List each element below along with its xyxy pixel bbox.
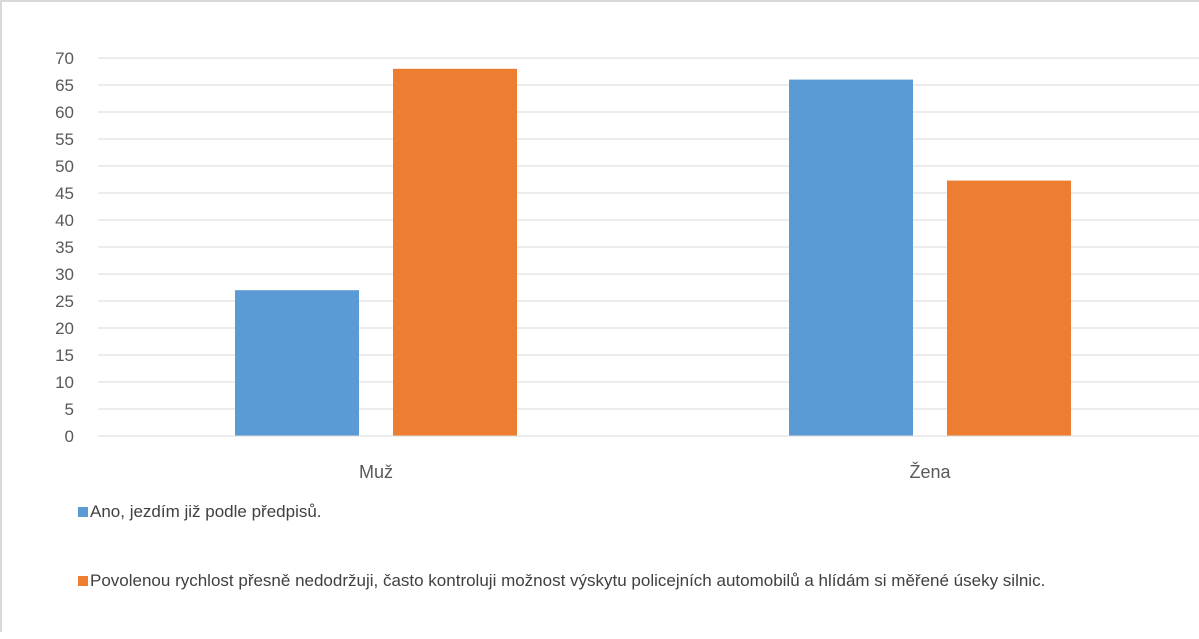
bars: [235, 68, 1071, 437]
legend-label-series-2: Povolenou rychlost přesně nedodržuji, ča…: [90, 571, 1046, 590]
legend-swatch-series-2: [78, 576, 88, 586]
legend-item-series-2: Povolenou rychlost přesně nedodržuji, ča…: [78, 569, 1150, 593]
bar-series-1-muz: [235, 290, 359, 436]
y-tick-label: 15: [55, 346, 74, 365]
legend-item-series-1: Ano, jezdím již podle předpisů.: [78, 500, 1130, 524]
y-tick-label: 60: [55, 103, 74, 122]
y-tick-label: 40: [55, 211, 74, 230]
y-tick-label: 0: [65, 427, 74, 446]
y-tick-label: 10: [55, 373, 74, 392]
y-tick-label: 5: [65, 400, 74, 419]
x-axis-labels: Muž Žena: [359, 462, 952, 482]
y-tick-label: 35: [55, 238, 74, 257]
y-tick-label: 50: [55, 157, 74, 176]
y-tick-label: 55: [55, 130, 74, 149]
y-tick-label: 70: [55, 49, 74, 68]
y-tick-label: 20: [55, 319, 74, 338]
y-tick-label: 25: [55, 292, 74, 311]
bar-series-2-zena: [947, 180, 1071, 436]
bar-series-2-muz: [393, 68, 517, 437]
bar-series-1-zena: [789, 79, 913, 436]
legend-label-series-1: Ano, jezdím již podle předpisů.: [90, 502, 322, 521]
legend-swatch-series-1: [78, 507, 88, 517]
y-axis-ticks: 0 5 10 15 20 25 30 35 40 45 50 55 60 65 70: [55, 49, 74, 446]
y-tick-label: 65: [55, 76, 74, 95]
gridlines: [98, 57, 1199, 410]
y-tick-label: 45: [55, 184, 74, 203]
x-category-label: Žena: [909, 462, 951, 482]
x-category-label: Muž: [359, 462, 393, 482]
y-tick-label: 30: [55, 265, 74, 284]
